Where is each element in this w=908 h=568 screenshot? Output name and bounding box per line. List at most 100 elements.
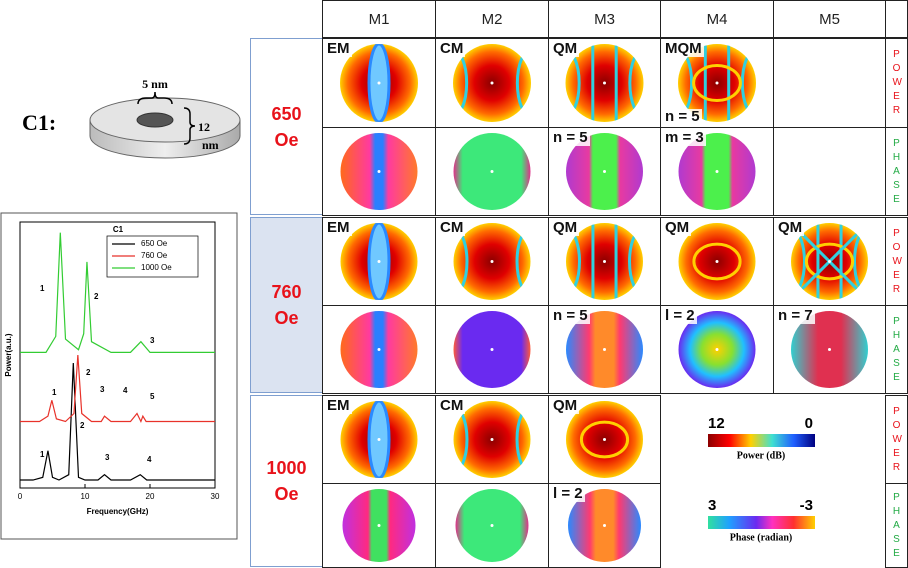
side-cell: PHASE [885, 305, 908, 394]
side-cell: POWER [885, 395, 908, 484]
field-label: 650 Oe [250, 38, 323, 215]
map-cell: m = 3 [660, 127, 774, 216]
map-cell: CM [435, 38, 549, 128]
mode-map [436, 306, 548, 393]
colorbar [708, 516, 815, 529]
mode-map [323, 306, 435, 393]
side-cell: POWER [885, 38, 908, 128]
center-dot [716, 348, 719, 351]
mode-label: EM [325, 398, 352, 414]
map-cell [322, 305, 436, 394]
map-cell: CM [435, 395, 549, 484]
side-cell: PHASE [885, 127, 908, 216]
colorbar-max: 12 [708, 415, 725, 432]
mode-map [436, 484, 548, 567]
map-cell: EM [322, 395, 436, 484]
mode-label: n = 5 [551, 130, 590, 146]
map-cell: QM [660, 217, 774, 306]
map-cell: QM [773, 217, 886, 306]
map-cell: QM [548, 395, 661, 484]
center-dot [828, 260, 831, 263]
colorbar [708, 434, 815, 447]
field-label: 760 Oe [250, 217, 323, 393]
mode-label: MQM [663, 41, 704, 57]
center-dot [491, 438, 494, 441]
column-header: M3 [548, 0, 661, 38]
colorbar-label: Phase (radian) [730, 532, 793, 543]
map-cell: EM [322, 217, 436, 306]
map-cell [322, 127, 436, 216]
column-header: M2 [435, 0, 549, 38]
colorbars: 12 0 Power (dB) 3 -3 Phase (radian) [673, 397, 883, 567]
mode-label: n = 7 [776, 308, 815, 324]
page: { "figure_label": "C1:", "diagram": {"to… [0, 0, 908, 567]
center-dot [603, 348, 606, 351]
side-label: POWER [893, 405, 901, 475]
center-dot [491, 524, 494, 527]
colorbar-label: Power (dB) [737, 450, 785, 461]
map-cell [435, 127, 549, 216]
mode-label: QM [551, 398, 579, 414]
center-dot [603, 82, 606, 85]
map-cell: l = 2 [548, 483, 661, 568]
empty-cell [773, 127, 886, 216]
center-dot [716, 260, 719, 263]
mode-label: QM [551, 41, 579, 57]
center-dot [603, 170, 606, 173]
colorbar-max: 3 [708, 497, 716, 514]
mode-label: n = 5 [663, 109, 702, 125]
field-label: 1000 Oe [250, 395, 323, 567]
map-cell: n = 7 [773, 305, 886, 394]
mode-label: QM [776, 220, 804, 236]
map-cell: MQM n = 5 [660, 38, 774, 128]
mode-label: n = 5 [551, 308, 590, 324]
center-dot [603, 524, 606, 527]
map-cell [322, 483, 436, 568]
colorbar-min: -3 [800, 497, 813, 514]
mode-label: l = 2 [551, 486, 585, 502]
side-label: POWER [893, 227, 901, 297]
center-dot [491, 82, 494, 85]
mode-table: M1M2M3M4M5 650 Oe POWER EM CM QM MQM n = 5 PHASE… [0, 0, 908, 567]
map-cell: QM [548, 217, 661, 306]
column-header: M1 [322, 0, 436, 38]
map-cell: l = 2 [660, 305, 774, 394]
header-cell [885, 0, 908, 38]
center-dot [378, 82, 381, 85]
center-dot [491, 260, 494, 263]
mode-label: CM [438, 398, 465, 414]
map-cell: n = 5 [548, 127, 661, 216]
side-label: PHASE [893, 315, 901, 385]
side-cell: POWER [885, 217, 908, 306]
colorbar-min: 0 [805, 415, 813, 432]
map-cell [435, 305, 549, 394]
center-dot [491, 348, 494, 351]
center-dot [603, 260, 606, 263]
column-header: M5 [773, 0, 886, 38]
mode-label: CM [438, 41, 465, 57]
side-cell: PHASE [885, 483, 908, 568]
center-dot [603, 438, 606, 441]
map-cell: n = 5 [548, 305, 661, 394]
mode-map [323, 484, 435, 567]
center-dot [378, 170, 381, 173]
center-dot [378, 260, 381, 263]
mode-label: CM [438, 220, 465, 236]
center-dot [828, 348, 831, 351]
column-header: M4 [660, 0, 774, 38]
center-dot [378, 438, 381, 441]
center-dot [716, 170, 719, 173]
center-dot [716, 82, 719, 85]
mode-label: EM [325, 41, 352, 57]
mode-label: m = 3 [663, 130, 706, 146]
mode-label: QM [663, 220, 691, 236]
map-cell: CM [435, 217, 549, 306]
map-cell: EM [322, 38, 436, 128]
mode-label: EM [325, 220, 352, 236]
empty-cell [773, 38, 886, 128]
center-dot [378, 348, 381, 351]
side-label: PHASE [893, 491, 901, 561]
mode-map [436, 128, 548, 215]
side-label: PHASE [893, 137, 901, 207]
mode-map [323, 128, 435, 215]
